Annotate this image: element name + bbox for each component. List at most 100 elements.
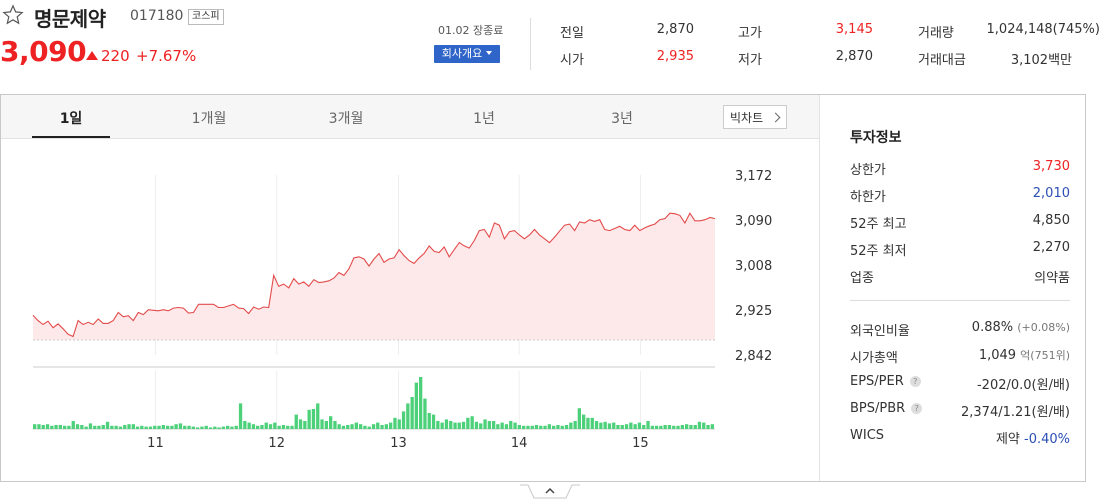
- y-tick-label: 3,090: [735, 214, 772, 229]
- volume-bar: [75, 424, 80, 429]
- volume-bar: [230, 426, 234, 429]
- info-label: EPS/PER: [850, 374, 904, 389]
- y-tick-label: 3,008: [735, 259, 772, 274]
- volume-bar: [500, 422, 504, 429]
- volume-bar: [58, 425, 62, 429]
- volume-bar: [414, 382, 418, 429]
- volume-bar: [526, 425, 530, 429]
- volume-bar: [354, 422, 358, 429]
- big-chart-button[interactable]: 빅차트: [723, 105, 787, 129]
- volume-bar: [672, 425, 676, 429]
- volume-bar: [440, 422, 444, 429]
- volume-bar: [667, 425, 672, 429]
- volume-bar: [320, 419, 324, 429]
- volume-bar: [470, 416, 474, 429]
- volume-bar: [483, 419, 487, 429]
- info-value: 2,374/1.21: [961, 405, 1032, 420]
- volume-bar: [191, 426, 195, 429]
- volume-bar: [509, 421, 513, 429]
- volume-bar: [376, 422, 380, 429]
- info-value: -202/0.0: [976, 378, 1032, 393]
- volume-bar: [594, 421, 599, 429]
- info-label: 상한가: [850, 163, 886, 178]
- big-chart-label: 빅차트: [730, 111, 764, 125]
- tab-1m[interactable]: 1개월: [191, 111, 227, 127]
- up-arrow-icon: [86, 51, 98, 60]
- volume-bar: [114, 425, 118, 429]
- volume-bar: [603, 421, 607, 429]
- volume-bar: [504, 424, 509, 429]
- volume-bar: [204, 425, 208, 429]
- low-value: 2,870: [835, 49, 873, 64]
- volume-bar: [573, 421, 577, 429]
- volume-bar: [290, 425, 294, 429]
- volume-bar: [487, 421, 491, 429]
- info-label: 시가총액: [850, 351, 898, 366]
- divider: [819, 95, 820, 481]
- tab-3m[interactable]: 3개월: [328, 111, 364, 127]
- info-row-lower-limit: 하한가 2,010: [850, 186, 1070, 206]
- volume-bar: [277, 425, 281, 429]
- volume-bar: [213, 426, 217, 429]
- collapse-toggle[interactable]: [520, 481, 580, 499]
- volume-bar: [650, 425, 654, 429]
- info-value: 3,730: [1032, 159, 1070, 174]
- volume-bar: [436, 421, 440, 429]
- volume-bar: [620, 425, 624, 429]
- high-label: 고가: [738, 26, 762, 41]
- volume-bar: [513, 422, 517, 429]
- volume-bar: [127, 424, 131, 429]
- high-value: 3,145: [835, 22, 873, 37]
- info-value[interactable]: 의약품: [1034, 271, 1070, 286]
- help-icon[interactable]: ?: [911, 403, 923, 414]
- volume-bar: [337, 424, 341, 429]
- y-tick-label: 2,842: [735, 349, 772, 364]
- volume-bar: [453, 422, 457, 429]
- info-value[interactable]: 제약: [995, 432, 1020, 447]
- investment-info-title: 투자정보: [850, 130, 902, 146]
- info-sub: 억(751위): [1020, 349, 1070, 362]
- volume-bar: [110, 425, 114, 429]
- volume-bar: [187, 425, 191, 429]
- price-change-percent: +7.67%: [136, 47, 197, 65]
- help-icon[interactable]: ?: [909, 376, 921, 387]
- volume-bar: [196, 427, 200, 429]
- volume-bar: [341, 425, 346, 429]
- volume-bar: [260, 425, 264, 429]
- tab-1y[interactable]: 1년: [473, 111, 495, 127]
- info-label: 하한가: [850, 190, 886, 205]
- info-row-eps-per: EPS/PER? -202/0.0(원/배): [850, 374, 1070, 394]
- volume-bar: [680, 425, 684, 429]
- current-price: 3,090: [0, 35, 87, 68]
- volume-bar: [659, 425, 663, 429]
- x-tick-label: 12: [268, 436, 285, 451]
- volume-bar: [45, 424, 50, 429]
- info-value-group: 1,049 억(751위): [979, 347, 1070, 363]
- company-overview-button[interactable]: 회사개요: [434, 45, 500, 63]
- volume-bar: [642, 425, 646, 429]
- divider: [850, 300, 1070, 301]
- volume-bar: [552, 425, 556, 429]
- volume-bar: [174, 424, 178, 429]
- volume-bar: [710, 424, 714, 429]
- x-tick-label: 13: [390, 436, 407, 451]
- info-value: 2,270: [1032, 240, 1070, 255]
- info-value: 4,850: [1032, 213, 1070, 228]
- star-icon[interactable]: [2, 4, 24, 26]
- tab-3y[interactable]: 3년: [611, 111, 633, 127]
- volume-bar: [629, 422, 633, 429]
- volume-bar: [599, 422, 603, 429]
- volume-bar: [153, 425, 157, 429]
- volume-bar: [50, 425, 54, 429]
- volume-bar: [517, 425, 521, 429]
- volume-bar: [123, 425, 127, 429]
- volume-bar: [560, 425, 564, 429]
- y-tick-label: 2,925: [735, 304, 772, 319]
- volume-bar: [474, 421, 479, 429]
- prev-close-label: 전일: [560, 26, 584, 41]
- volume-bar: [178, 423, 183, 429]
- volume-bar: [93, 425, 97, 429]
- volume-bar: [685, 424, 689, 429]
- volume-bar: [543, 425, 547, 429]
- tab-1d[interactable]: 1일: [59, 111, 83, 127]
